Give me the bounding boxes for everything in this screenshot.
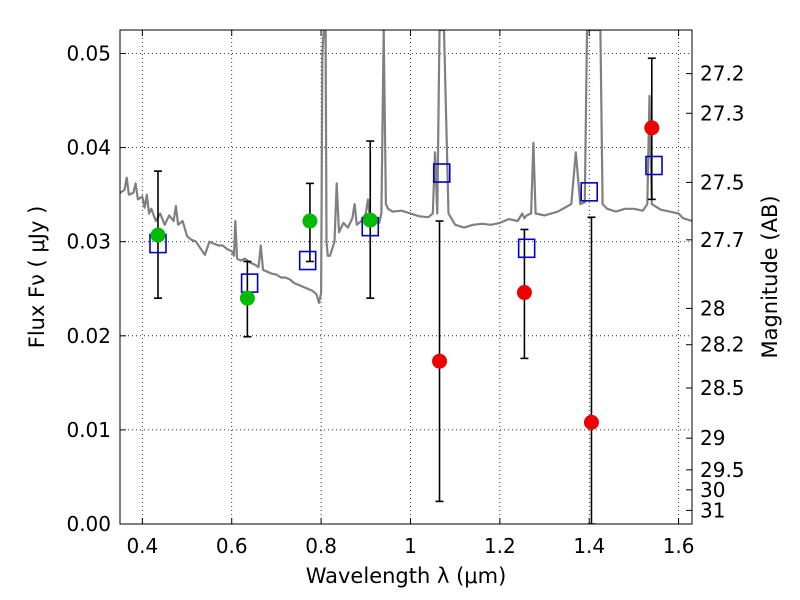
y-tick-label: 0.01: [66, 418, 111, 442]
x-tick-label: 1: [404, 534, 417, 558]
spectrum-layer: [120, 30, 692, 304]
x-tick-label: 1.2: [484, 534, 516, 558]
magnitude-tick-label: 31: [700, 498, 725, 522]
x-tick-label: 0.4: [126, 534, 158, 558]
model-point: [432, 163, 451, 183]
x-tick-label: 1.6: [663, 534, 695, 558]
spectrum-line: [120, 30, 692, 304]
observed-layer: [150, 120, 660, 430]
y-tick-label: 0.00: [66, 512, 111, 536]
y-tick-label: 0.02: [66, 324, 111, 348]
x-tick-label: 0.6: [216, 534, 248, 558]
model-point: [298, 250, 317, 271]
x-axis-ticks: 0.4 0.6 0.8 1 1.2 1.4 1.6: [126, 30, 695, 558]
magnitude-tick-label: 28: [700, 296, 725, 320]
model-layer: [149, 155, 663, 293]
detected-point: [302, 213, 318, 229]
magnitude-tick-label: 28.5: [700, 376, 745, 400]
y-tick-label: 0.04: [66, 136, 111, 160]
y2-axis-label: Magnitude (AB): [758, 195, 782, 358]
magnitude-tick-label: 29.5: [700, 458, 745, 482]
detected-point: [239, 290, 255, 306]
magnitude-tick-label: 29: [700, 426, 725, 450]
nondetected-point: [583, 414, 599, 430]
y-tick-label: 0.05: [66, 42, 111, 66]
model-point: [645, 155, 663, 176]
nondetected-point: [432, 353, 448, 369]
nondetected-point: [644, 120, 660, 136]
model-point: [580, 182, 599, 202]
y-axis-ticks: 0.00 0.01 0.02 0.03 0.04 0.05: [66, 42, 126, 536]
magnitude-tick-label: 28.2: [700, 333, 745, 357]
plot-background: [120, 30, 692, 524]
x-tick-label: 0.8: [305, 534, 337, 558]
y-axis-label: Flux Fν ( μJy ): [25, 206, 49, 349]
y-tick-label: 0.03: [66, 230, 111, 254]
magnitude-tick-label: 27.7: [700, 228, 745, 252]
magnitude-tick-label: 30: [700, 478, 725, 502]
magnitude-tick-label: 27.5: [700, 170, 745, 194]
magnitude-tick-label: 27.2: [700, 62, 745, 86]
magnitude-tick-label: 27.3: [700, 101, 745, 125]
nondetected-point: [516, 285, 532, 301]
plot-frame: [119, 29, 693, 525]
detected-point: [150, 227, 166, 243]
detected-point: [362, 212, 378, 228]
x-tick-label: 1.4: [573, 534, 605, 558]
model-point: [517, 238, 536, 259]
x-axis-label: Wavelength λ (μm): [306, 564, 507, 588]
